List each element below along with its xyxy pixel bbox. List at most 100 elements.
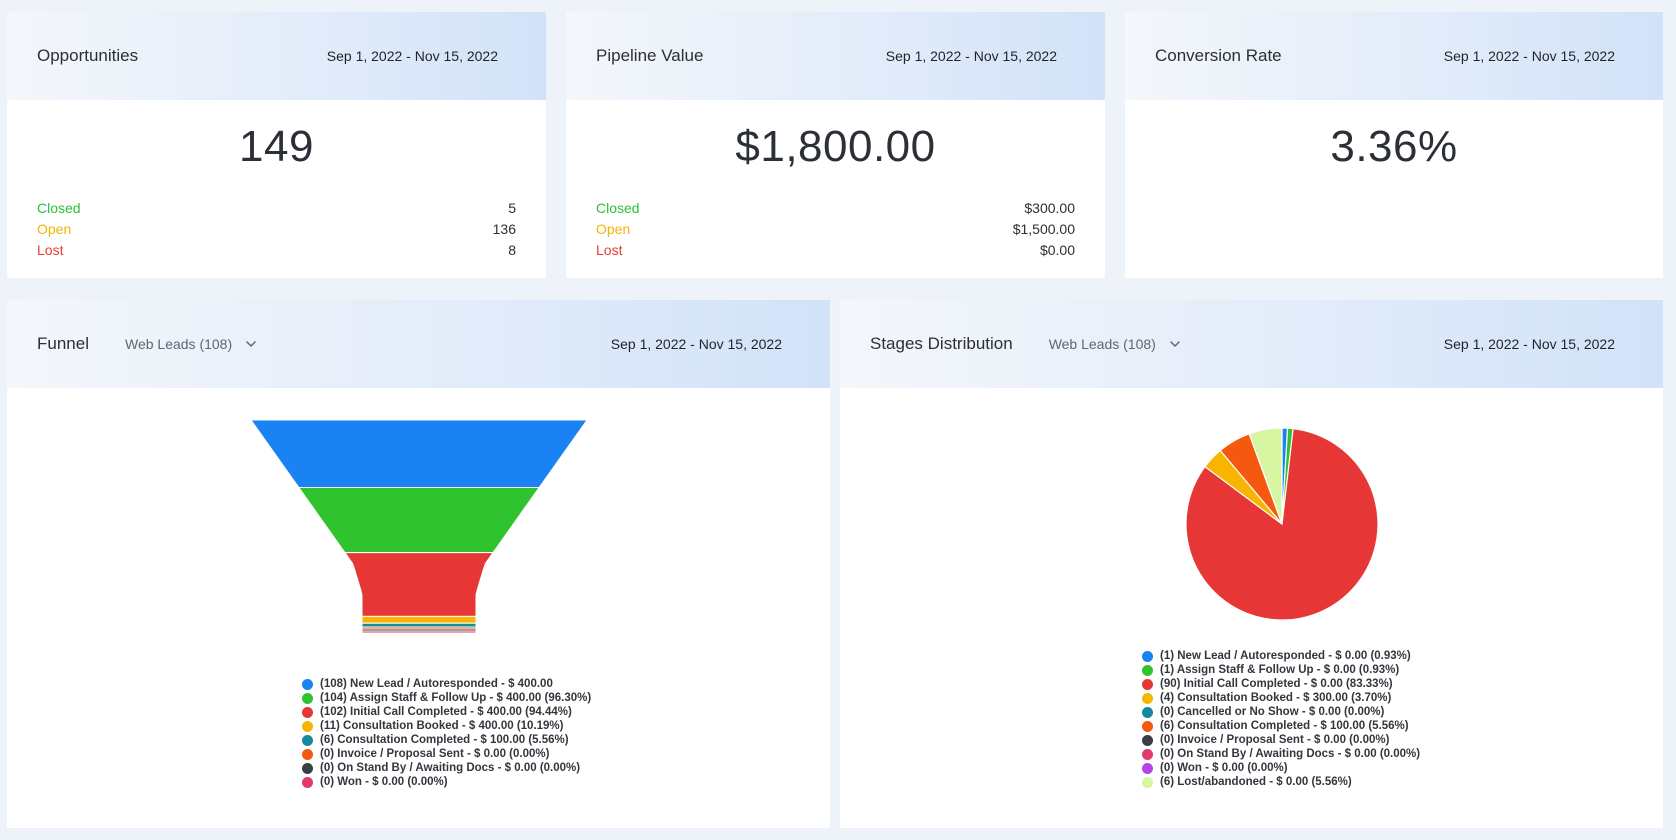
- opportunities-header: Opportunities Sep 1, 2022 - Nov 15, 2022: [7, 12, 546, 100]
- legend-item[interactable]: (1) New Lead / Autoresponded - $ 0.00 (0…: [1142, 649, 1420, 663]
- legend-item[interactable]: (1) Assign Staff & Follow Up - $ 0.00 (0…: [1142, 663, 1420, 677]
- legend-item[interactable]: (90) Initial Call Completed - $ 0.00 (83…: [1142, 677, 1420, 691]
- legend-label: (1) New Lead / Autoresponded - $ 0.00 (0…: [1160, 650, 1411, 662]
- legend-item[interactable]: (6) Consultation Completed - $ 100.00 (5…: [302, 733, 591, 747]
- legend-swatch: [1142, 650, 1153, 662]
- stat-value: $0.00: [1039, 242, 1075, 258]
- date-range[interactable]: Sep 1, 2022 - Nov 15, 2022: [1443, 48, 1615, 64]
- legend-label: (90) Initial Call Completed - $ 0.00 (83…: [1160, 678, 1393, 690]
- pipeline-stats: Closed $300.00 Open $1,500.00 Lost $0.00: [566, 198, 1105, 261]
- legend-item[interactable]: (4) Consultation Booked - $ 300.00 (3.70…: [1142, 691, 1420, 705]
- legend-label: (0) On Stand By / Awaiting Docs - $ 0.00…: [1160, 748, 1421, 760]
- date-range[interactable]: Sep 1, 2022 - Nov 15, 2022: [326, 48, 498, 64]
- stat-label: Open: [596, 221, 631, 237]
- opportunities-stats: Closed 5 Open 136 Lost 8: [7, 198, 546, 261]
- stat-value: 8: [508, 242, 516, 258]
- legend-swatch: [1142, 776, 1153, 788]
- legend-item[interactable]: (0) Cancelled or No Show - $ 0.00 (0.00%…: [1142, 705, 1420, 719]
- legend-item[interactable]: (0) Won - $ 0.00 (0.00%): [302, 775, 591, 789]
- legend-label: (6) Consultation Completed - $ 100.00 (5…: [1160, 720, 1409, 732]
- stat-label: Closed: [37, 200, 81, 216]
- stat-row-open: Open $1,500.00: [596, 219, 1075, 240]
- funnel-segment[interactable]: [361, 622, 477, 628]
- legend-swatch: [1142, 748, 1153, 760]
- date-range[interactable]: Sep 1, 2022 - Nov 15, 2022: [1443, 336, 1615, 352]
- legend-label: (4) Consultation Booked - $ 300.00 (3.70…: [1160, 692, 1392, 704]
- funnel-segment[interactable]: [250, 419, 588, 489]
- stat-row-closed: Closed $300.00: [596, 198, 1075, 219]
- legend-label: (102) Initial Call Completed - $ 400.00 …: [320, 706, 572, 718]
- legend-item[interactable]: (0) Invoice / Proposal Sent - $ 0.00 (0.…: [302, 747, 591, 761]
- legend-label: (0) Won - $ 0.00 (0.00%): [320, 776, 448, 788]
- date-range[interactable]: Sep 1, 2022 - Nov 15, 2022: [610, 336, 782, 352]
- funnel-segment[interactable]: [361, 630, 477, 634]
- card-title: Opportunities: [37, 46, 139, 65]
- pipeline-dropdown[interactable]: Web Leads (108): [1049, 336, 1182, 352]
- legend-item[interactable]: (6) Consultation Completed - $ 100.00 (5…: [1142, 719, 1420, 733]
- funnel-segment[interactable]: [361, 615, 477, 624]
- stat-row-open: Open 136: [37, 219, 516, 240]
- card-title: Conversion Rate: [1155, 46, 1282, 65]
- legend-item[interactable]: (104) Assign Staff & Follow Up - $ 400.0…: [302, 691, 591, 705]
- legend-item[interactable]: (0) On Stand By / Awaiting Docs - $ 0.00…: [302, 761, 591, 775]
- card-title: Funnel: [37, 334, 89, 353]
- stat-value: $300.00: [1024, 200, 1075, 216]
- opportunities-card: Opportunities Sep 1, 2022 - Nov 15, 2022…: [7, 12, 546, 278]
- legend-label: (6) Consultation Completed - $ 100.00 (5…: [320, 734, 569, 746]
- stages-legend: (1) New Lead / Autoresponded - $ 0.00 (0…: [1142, 649, 1420, 789]
- legend-swatch: [302, 678, 313, 690]
- stat-label: Lost: [596, 242, 623, 258]
- date-range[interactable]: Sep 1, 2022 - Nov 15, 2022: [885, 48, 1057, 64]
- legend-swatch: [302, 706, 313, 718]
- stat-value: 5: [508, 200, 516, 216]
- funnel-legend: (108) New Lead / Autoresponded - $ 400.0…: [302, 677, 591, 789]
- funnel-chart: [250, 419, 588, 634]
- legend-swatch: [302, 734, 313, 746]
- pie-slice[interactable]: [1248, 427, 1283, 525]
- pie-slice[interactable]: [1185, 427, 1379, 621]
- legend-label: (0) Won - $ 0.00 (0.00%): [1160, 762, 1288, 774]
- legend-label: (0) Cancelled or No Show - $ 0.00 (0.00%…: [1160, 706, 1385, 718]
- legend-item[interactable]: (0) On Stand By / Awaiting Docs - $ 0.00…: [1142, 747, 1420, 761]
- legend-item[interactable]: (6) Lost/abandoned - $ 0.00 (5.56%): [1142, 775, 1420, 789]
- stat-row-lost: Lost 8: [37, 240, 516, 261]
- chevron-down-icon: [246, 341, 256, 347]
- legend-label: (0) Invoice / Proposal Sent - $ 0.00 (0.…: [320, 748, 550, 760]
- legend-item[interactable]: (108) New Lead / Autoresponded - $ 400.0…: [302, 677, 591, 691]
- legend-swatch: [302, 762, 313, 774]
- stat-label: Closed: [596, 200, 640, 216]
- funnel-header: Funnel Web Leads (108) Sep 1, 2022 - Nov…: [7, 300, 830, 388]
- legend-swatch: [302, 776, 313, 788]
- legend-label: (0) Invoice / Proposal Sent - $ 0.00 (0.…: [1160, 734, 1390, 746]
- dropdown-label: Web Leads (108): [124, 336, 233, 352]
- legend-label: (0) On Stand By / Awaiting Docs - $ 0.00…: [320, 762, 581, 774]
- stat-row-lost: Lost $0.00: [596, 240, 1075, 261]
- legend-item[interactable]: (11) Consultation Booked - $ 400.00 (10.…: [302, 719, 591, 733]
- legend-item[interactable]: (0) Won - $ 0.00 (0.00%): [1142, 761, 1420, 775]
- stages-pie-chart: [1185, 427, 1379, 621]
- legend-swatch: [1142, 664, 1153, 676]
- legend-label: (11) Consultation Booked - $ 400.00 (10.…: [320, 720, 564, 732]
- conversion-card: Conversion Rate Sep 1, 2022 - Nov 15, 20…: [1125, 12, 1663, 278]
- pipeline-total: $1,800.00: [735, 122, 936, 171]
- legend-item[interactable]: (102) Initial Call Completed - $ 400.00 …: [302, 705, 591, 719]
- funnel-card: Funnel Web Leads (108) Sep 1, 2022 - Nov…: [7, 300, 830, 828]
- stat-value: $1,500.00: [1012, 221, 1075, 237]
- legend-swatch: [302, 748, 313, 760]
- funnel-segment[interactable]: [297, 487, 541, 554]
- legend-swatch: [1142, 692, 1153, 704]
- stages-header: Stages Distribution Web Leads (108) Sep …: [840, 300, 1663, 388]
- legend-item[interactable]: (0) Invoice / Proposal Sent - $ 0.00 (0.…: [1142, 733, 1420, 747]
- chevron-down-icon: [1170, 341, 1180, 347]
- stages-card: Stages Distribution Web Leads (108) Sep …: [840, 300, 1663, 828]
- legend-label: (108) New Lead / Autoresponded - $ 400.0…: [320, 678, 553, 690]
- stat-row-closed: Closed 5: [37, 198, 516, 219]
- stat-label: Lost: [37, 242, 64, 258]
- funnel-segment[interactable]: [343, 552, 495, 617]
- stat-value: 136: [492, 221, 516, 237]
- legend-swatch: [1142, 706, 1153, 718]
- legend-label: (1) Assign Staff & Follow Up - $ 0.00 (0…: [1160, 664, 1400, 676]
- legend-swatch: [1142, 762, 1153, 774]
- stat-label: Open: [37, 221, 72, 237]
- pipeline-dropdown[interactable]: Web Leads (108): [125, 336, 258, 352]
